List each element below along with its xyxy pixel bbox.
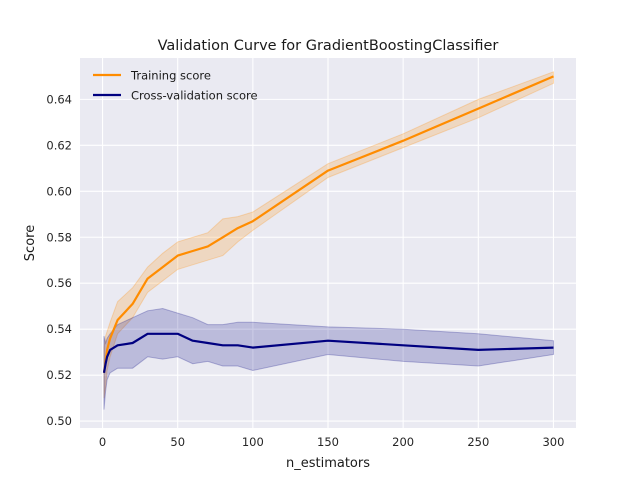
legend-label-cross-validation: Cross-validation score bbox=[131, 89, 258, 103]
x-axis-label: n_estimators bbox=[286, 456, 370, 471]
y-tick-label: 0.56 bbox=[46, 276, 72, 290]
x-tick-label: 250 bbox=[467, 435, 489, 449]
y-tick-label: 0.58 bbox=[46, 230, 72, 244]
x-tick-label: 50 bbox=[170, 435, 185, 449]
x-tick-label: 100 bbox=[242, 435, 264, 449]
y-tick-label: 0.50 bbox=[46, 414, 72, 428]
y-axis-ticks: 0.50 0.52 0.54 0.56 0.58 0.60 0.62 0.64 bbox=[46, 92, 72, 428]
legend: Training score Cross-validation score bbox=[93, 69, 258, 103]
training-score-line bbox=[102, 75, 554, 373]
score-bands bbox=[103, 71, 554, 410]
y-tick-label: 0.52 bbox=[46, 368, 72, 382]
y-tick-label: 0.62 bbox=[46, 138, 72, 152]
x-axis-ticks: 0 50 100 150 200 250 300 bbox=[99, 435, 565, 449]
x-tick-label: 200 bbox=[392, 435, 414, 449]
grid bbox=[80, 58, 576, 428]
y-tick-label: 0.64 bbox=[46, 92, 72, 106]
x-tick-label: 300 bbox=[542, 435, 564, 449]
x-tick-label: 150 bbox=[317, 435, 339, 449]
cross-validation-score-line bbox=[102, 332, 554, 373]
y-tick-label: 0.54 bbox=[46, 322, 72, 336]
legend-label-training: Training score bbox=[130, 69, 211, 83]
score-lines bbox=[102, 75, 554, 373]
x-tick-label: 0 bbox=[99, 435, 106, 449]
y-tick-label: 0.60 bbox=[46, 184, 72, 198]
y-axis-label: Score bbox=[23, 225, 38, 261]
training-score-band bbox=[103, 71, 554, 399]
cross-validation-score-band bbox=[103, 307, 554, 410]
chart-title: Validation Curve for GradientBoostingCla… bbox=[158, 38, 499, 54]
